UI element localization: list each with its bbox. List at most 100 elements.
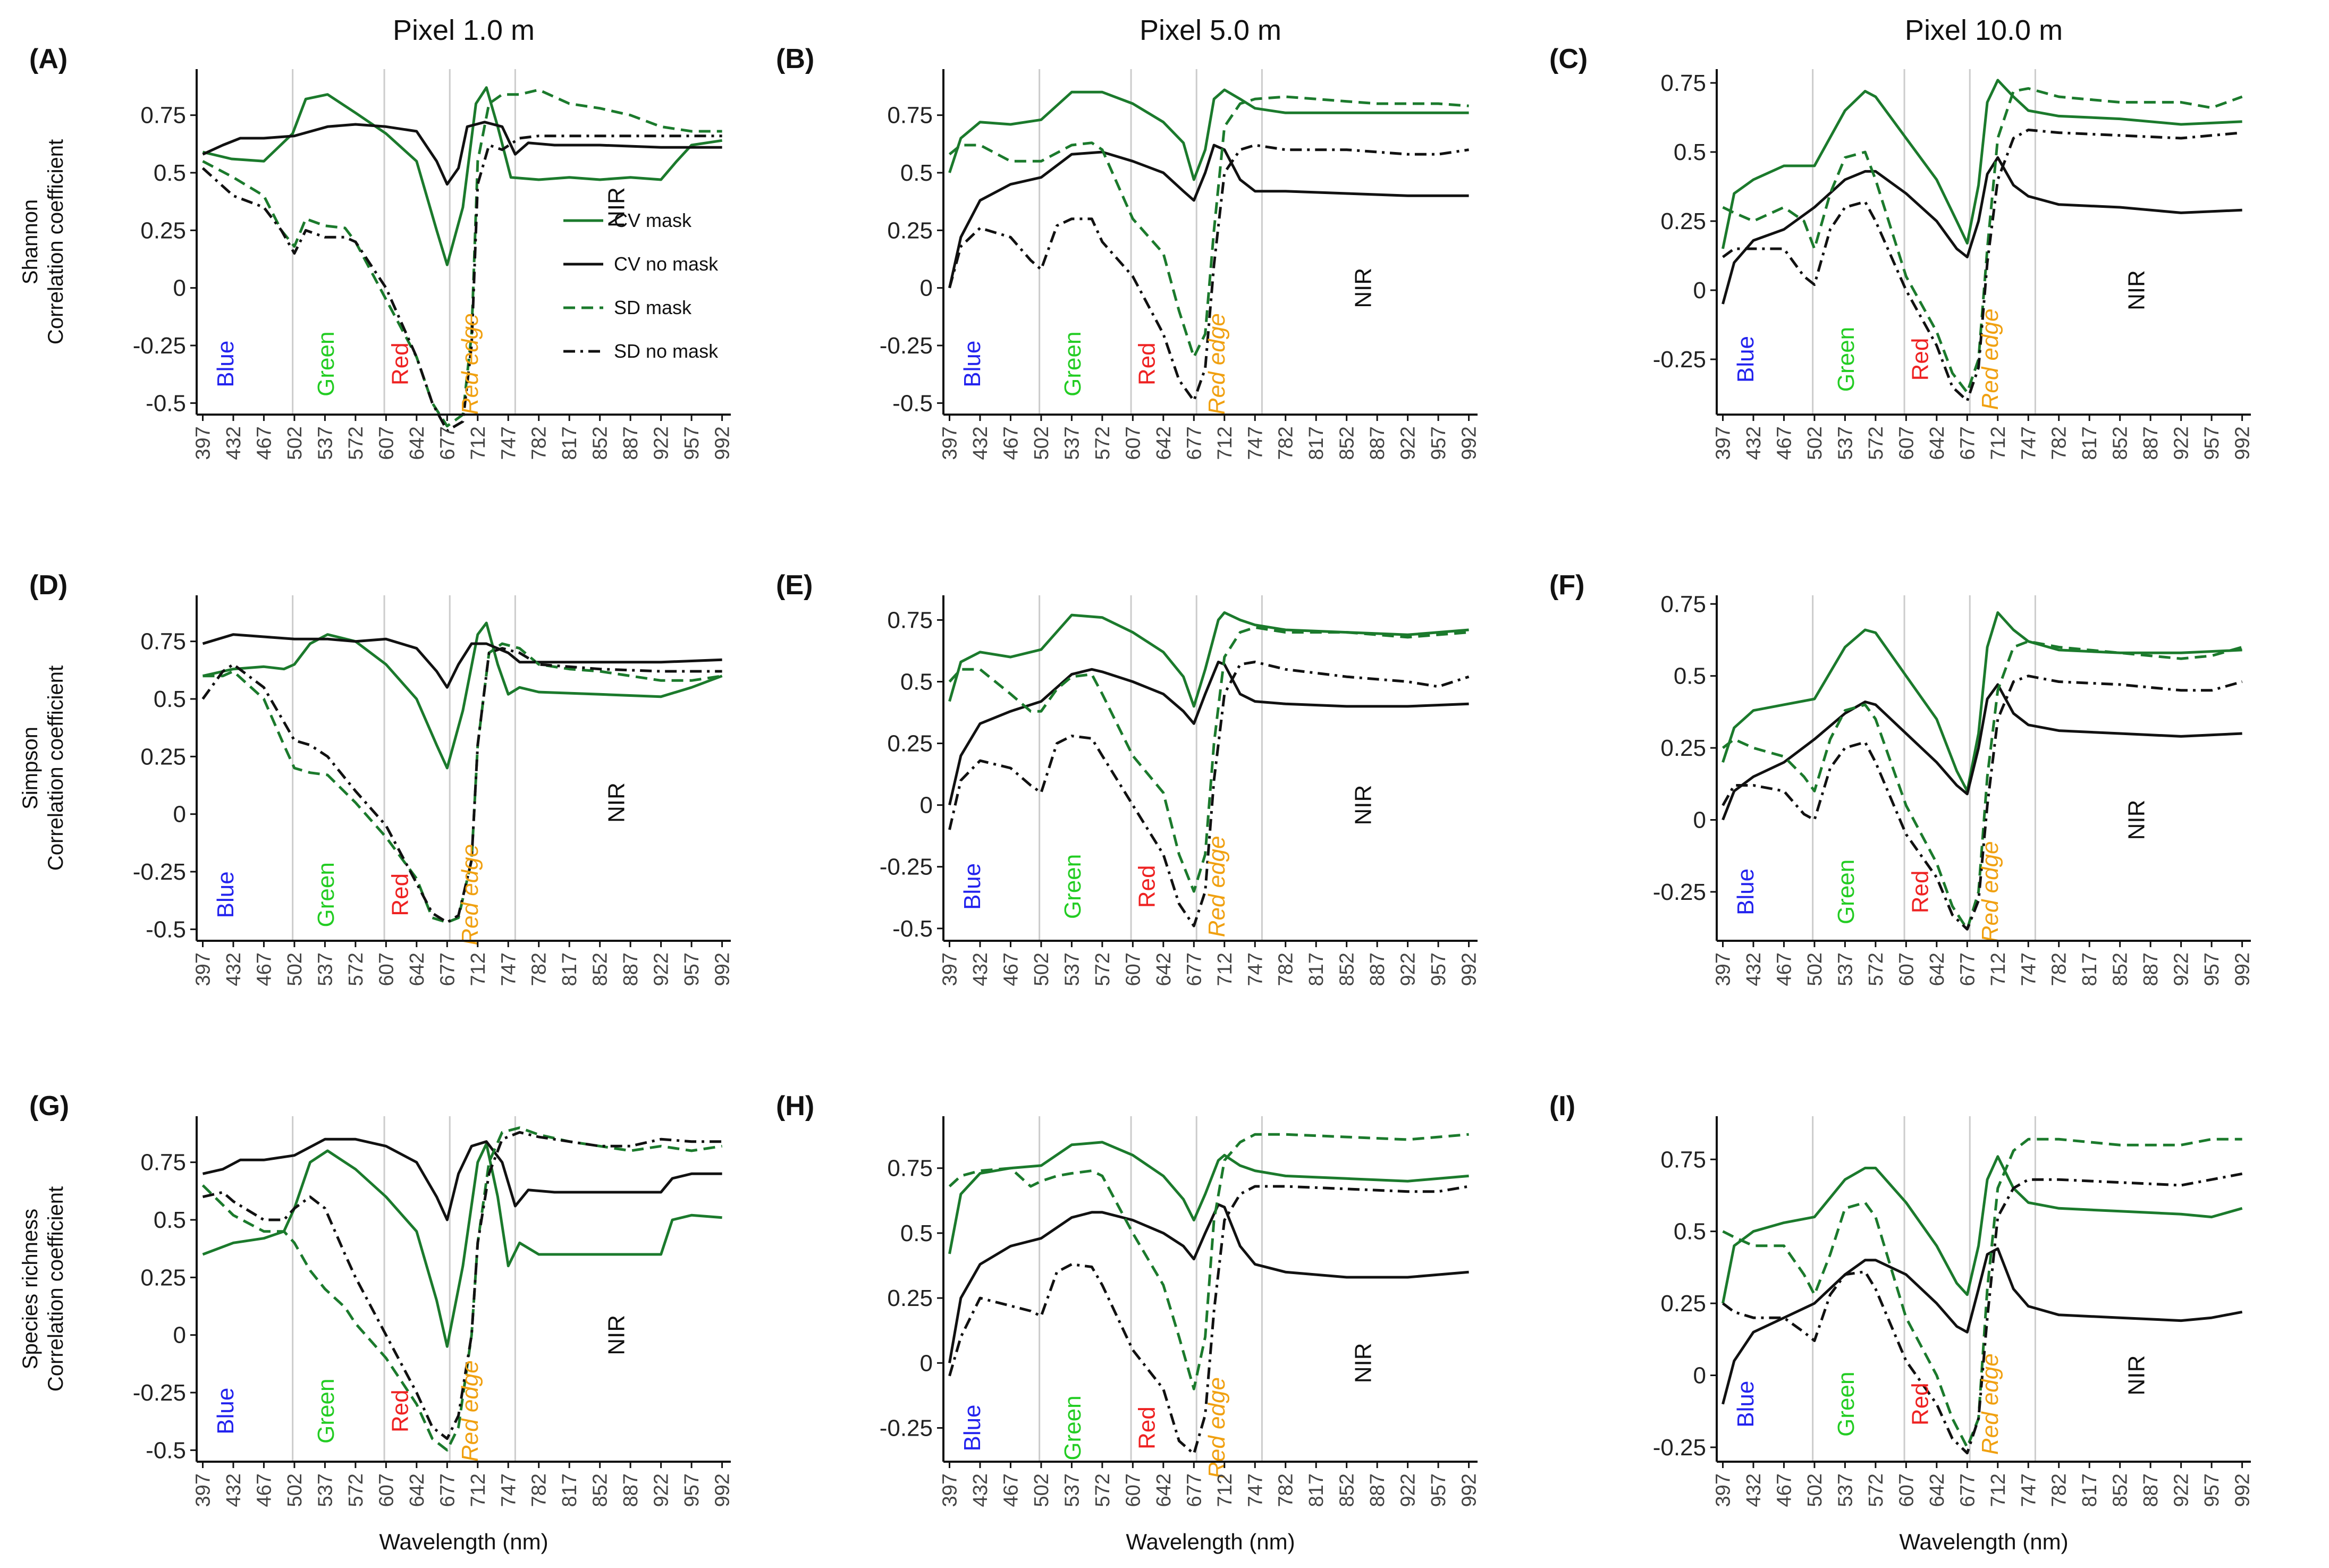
y-tick-label: 0 xyxy=(173,1322,186,1348)
series-line-sd-nomask xyxy=(1722,1172,2243,1455)
x-tick-label: 852 xyxy=(2109,952,2132,986)
y-tick-label: 0.25 xyxy=(1660,208,1706,234)
y-tick-label: 0 xyxy=(920,275,933,301)
x-tick-label: 642 xyxy=(1926,426,1948,460)
y-axis-title-correlation: Correlation coefficient xyxy=(44,1186,67,1392)
y-tick-label: 0.75 xyxy=(140,629,186,655)
series-line-sd-mask xyxy=(1722,87,2243,394)
x-tick-label: 432 xyxy=(1743,1473,1765,1507)
series-line-cv-nomask xyxy=(948,144,1469,289)
x-tick-label: 747 xyxy=(497,1473,520,1507)
y-tick-label: -0.25 xyxy=(1653,879,1706,905)
x-tick-label: 922 xyxy=(2171,952,2193,986)
y-tick-label: 0.75 xyxy=(887,607,933,633)
x-tick-label: 992 xyxy=(712,426,734,460)
series-line-cv-mask xyxy=(1722,1155,2243,1304)
y-tick-label: 0.75 xyxy=(887,103,933,129)
band-label-green: Green xyxy=(1833,1372,1859,1437)
x-tick-label: 887 xyxy=(1366,1473,1389,1507)
x-tick-label: 887 xyxy=(2140,952,2162,986)
y-axis-title-metric: Shannon xyxy=(19,199,42,284)
y-tick-label: 0.75 xyxy=(1660,70,1706,96)
series-line-sd-nomask xyxy=(1722,128,2242,402)
x-tick-label: 817 xyxy=(1305,426,1328,460)
panel-label: (F) xyxy=(1549,570,1584,601)
column-title-pixel-10m: Pixel 10.0 m xyxy=(1905,14,2063,46)
x-tick-label: 467 xyxy=(1000,952,1022,986)
x-tick-label: 607 xyxy=(1895,1473,1918,1507)
band-label-nir: NIR xyxy=(604,1315,630,1355)
x-tick-label: 432 xyxy=(1743,952,1765,986)
x-tick-label: 782 xyxy=(528,426,551,460)
x-tick-label: 607 xyxy=(1122,952,1144,986)
y-tick-label: -0.25 xyxy=(880,854,933,880)
band-label-blue: Blue xyxy=(959,863,985,910)
panel-label: (C) xyxy=(1549,44,1588,74)
series-line-sd-mask xyxy=(1722,1137,2242,1449)
x-tick-label: 817 xyxy=(1305,952,1328,986)
y-tick-label: -0.5 xyxy=(146,1437,186,1463)
panel-G: Blue Green Red Red edge NIR -0.5 -0.25 0 0.25 0.5… xyxy=(19,1091,734,1554)
x-tick-label: 817 xyxy=(2079,952,2101,986)
y-tick-label: 0.5 xyxy=(1674,139,1706,165)
x-tick-label: 537 xyxy=(1834,426,1857,460)
x-tick-label: 747 xyxy=(2018,426,2040,460)
x-tick-label: 712 xyxy=(1987,1473,2010,1507)
x-tick-label: 887 xyxy=(1366,952,1389,986)
band-label-red: Red xyxy=(1907,338,1933,381)
y-tick-label: 0.25 xyxy=(887,217,933,243)
y-tick-label: 0.5 xyxy=(154,1207,186,1233)
x-tick-label: 992 xyxy=(1458,952,1481,986)
band-label-nir: NIR xyxy=(1351,785,1377,825)
x-tick-label: 642 xyxy=(1153,426,1175,460)
panel-H: Blue Green Red Red edge NIR -0.25 0 0.25 0.5 0.75… xyxy=(776,1091,1481,1554)
x-tick-label: 747 xyxy=(497,952,520,986)
x-tick-label: 712 xyxy=(467,426,490,460)
band-label-red-edge: Red edge xyxy=(1204,313,1230,415)
x-tick-label: 432 xyxy=(223,426,245,460)
band-label-blue: Blue xyxy=(1733,869,1759,915)
series-line-cv-nomask xyxy=(1722,156,2242,305)
band-label-green: Green xyxy=(1060,1395,1086,1460)
x-tick-label: 852 xyxy=(589,952,612,986)
x-tick-label: 432 xyxy=(969,952,992,986)
x-tick-label: 572 xyxy=(1092,1473,1114,1507)
x-tick-label: 397 xyxy=(192,952,215,986)
y-axis-title-metric: Species richness xyxy=(19,1209,42,1369)
x-tick-label: 677 xyxy=(436,426,459,460)
panel-label: (I) xyxy=(1549,1091,1575,1122)
panel-E: Blue Green Red Red edge NIR -0.5 -0.25 0 0.25 0.5… xyxy=(776,570,1481,986)
y-tick-label: 0.25 xyxy=(140,217,186,243)
x-tick-label: 992 xyxy=(2232,952,2254,986)
x-tick-label: 642 xyxy=(406,426,428,460)
x-tick-label: 887 xyxy=(2140,1473,2162,1507)
x-tick-label: 747 xyxy=(1244,426,1267,460)
x-tick-label: 887 xyxy=(620,426,642,460)
y-tick-label: 0.5 xyxy=(154,686,186,712)
x-tick-label: 642 xyxy=(406,952,428,986)
x-tick-label: 957 xyxy=(2201,1473,2223,1507)
band-label-red: Red xyxy=(387,1389,413,1432)
x-tick-label: 572 xyxy=(1092,952,1114,986)
series-line-cv-nomask xyxy=(1722,683,2242,821)
x-tick-label: 852 xyxy=(1336,952,1358,986)
x-tick-label: 397 xyxy=(192,1473,215,1507)
band-label-red-edge: Red edge xyxy=(1204,1377,1230,1479)
series-line-sd-mask xyxy=(202,88,722,428)
band-label-green: Green xyxy=(1833,327,1859,392)
x-tick-label: 502 xyxy=(1804,1473,1826,1507)
y-tick-label: 0.25 xyxy=(140,1264,186,1291)
x-tick-label: 397 xyxy=(939,952,961,986)
legend-entry-label: CV no mask xyxy=(614,253,719,275)
x-tick-label: 712 xyxy=(467,1473,490,1507)
band-label-red: Red xyxy=(1907,871,1933,914)
x-tick-label: 572 xyxy=(1092,426,1114,460)
x-tick-label: 607 xyxy=(1895,426,1918,460)
x-tick-label: 922 xyxy=(1397,426,1420,460)
x-tick-label: 922 xyxy=(2171,1473,2193,1507)
x-tick-label: 992 xyxy=(1458,426,1481,460)
x-tick-label: 677 xyxy=(1183,426,1205,460)
x-tick-label: 782 xyxy=(1275,952,1297,986)
series-line-sd-nomask xyxy=(948,660,1470,928)
series-line-cv-mask xyxy=(1722,611,2242,793)
